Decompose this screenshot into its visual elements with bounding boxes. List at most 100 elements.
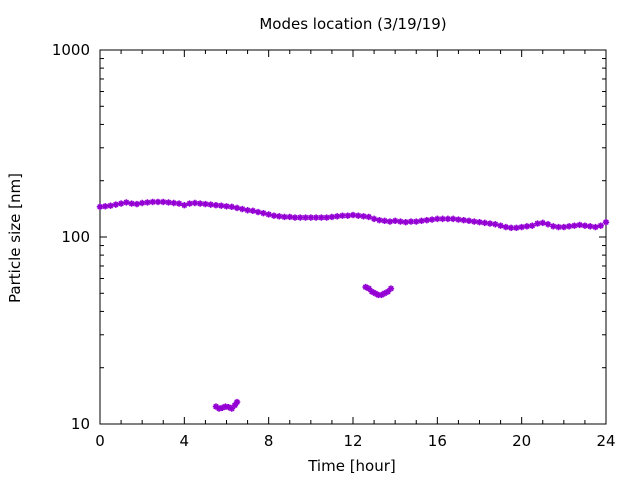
data-point <box>225 403 232 411</box>
data-point <box>212 403 220 410</box>
data-point <box>381 217 388 225</box>
data-point <box>418 217 425 225</box>
data-point <box>123 199 130 206</box>
data-point <box>402 218 409 226</box>
data-point <box>476 218 483 226</box>
data-point <box>102 203 109 210</box>
data-point <box>355 212 362 219</box>
x-tick-label: 20 <box>512 432 531 450</box>
data-point <box>96 203 104 211</box>
data-point <box>349 211 357 219</box>
data-point <box>371 290 379 297</box>
data-point <box>439 215 446 223</box>
data-point <box>423 216 430 224</box>
data-point <box>233 398 241 406</box>
y-axis-label: Particle size [nm] <box>6 173 24 303</box>
data-point <box>149 198 156 206</box>
data-point <box>154 198 162 206</box>
data-point <box>413 218 420 225</box>
data-point <box>128 200 135 207</box>
data-point <box>428 216 436 223</box>
plot-frame <box>99 49 607 425</box>
data-point <box>518 223 525 231</box>
data-point <box>376 216 383 224</box>
data-point <box>244 207 251 214</box>
data-point <box>175 200 183 207</box>
data-point <box>117 200 125 207</box>
data-point <box>160 198 167 206</box>
data-point <box>550 223 557 230</box>
data-point <box>112 201 120 208</box>
data-point <box>133 200 141 208</box>
data-point <box>481 219 488 227</box>
data-point <box>186 200 193 207</box>
data-point <box>444 215 452 223</box>
data-point <box>297 214 304 221</box>
data-point <box>362 283 369 291</box>
data-point <box>228 405 235 412</box>
data-point <box>386 218 394 225</box>
data-point <box>260 210 267 217</box>
data-point <box>449 215 457 223</box>
x-tick-label: 16 <box>428 432 447 450</box>
data-point <box>586 223 594 230</box>
y-tick-label: 1000 <box>52 41 90 59</box>
x-axis-label: Time [hour] <box>307 457 396 475</box>
data-point <box>144 199 151 206</box>
data-point <box>486 220 494 227</box>
data-point <box>497 222 504 229</box>
data-point <box>365 285 373 292</box>
data-point <box>254 208 262 216</box>
data-point <box>387 285 395 292</box>
data-point <box>181 201 188 209</box>
x-tick-label: 0 <box>95 432 105 450</box>
x-tick-label: 24 <box>596 432 615 450</box>
data-point <box>302 214 309 221</box>
data-point <box>434 215 441 223</box>
data-point <box>502 223 510 231</box>
y-tick-label: 10 <box>71 415 90 433</box>
data-point <box>370 215 378 223</box>
data-point <box>465 217 473 225</box>
data-point <box>265 211 272 218</box>
data-point <box>571 222 578 229</box>
data-points <box>96 198 610 412</box>
data-point <box>239 205 246 213</box>
data-point <box>219 404 226 412</box>
chart-title: Modes location (3/19/19) <box>259 15 446 33</box>
data-point <box>407 218 415 225</box>
data-point <box>231 402 239 409</box>
data-point <box>191 199 199 207</box>
data-point <box>523 223 531 230</box>
data-point <box>328 213 336 221</box>
data-point <box>228 203 235 211</box>
data-point <box>249 207 257 215</box>
data-point <box>138 199 146 207</box>
data-point <box>281 213 288 221</box>
data-point <box>107 202 114 209</box>
data-point <box>318 214 325 221</box>
data-point <box>544 221 552 228</box>
data-point <box>339 212 346 219</box>
data-point <box>207 201 214 208</box>
data-point <box>212 201 220 209</box>
data-point <box>360 213 367 220</box>
data-point <box>270 212 278 219</box>
data-point <box>286 213 293 221</box>
data-point <box>223 203 230 210</box>
data-point <box>384 288 391 295</box>
data-point <box>534 220 541 227</box>
data-point <box>196 200 204 207</box>
data-point <box>539 219 546 227</box>
data-point <box>560 223 568 231</box>
data-point <box>565 223 573 230</box>
data-point <box>233 204 241 212</box>
axis-ticks: 0 4 8 12 16 20 24 10 100 1000 <box>52 41 616 450</box>
data-point <box>218 202 225 209</box>
data-point <box>529 222 536 229</box>
data-point <box>397 218 404 225</box>
data-point <box>555 223 562 231</box>
data-point <box>312 214 320 221</box>
data-point <box>602 218 610 226</box>
